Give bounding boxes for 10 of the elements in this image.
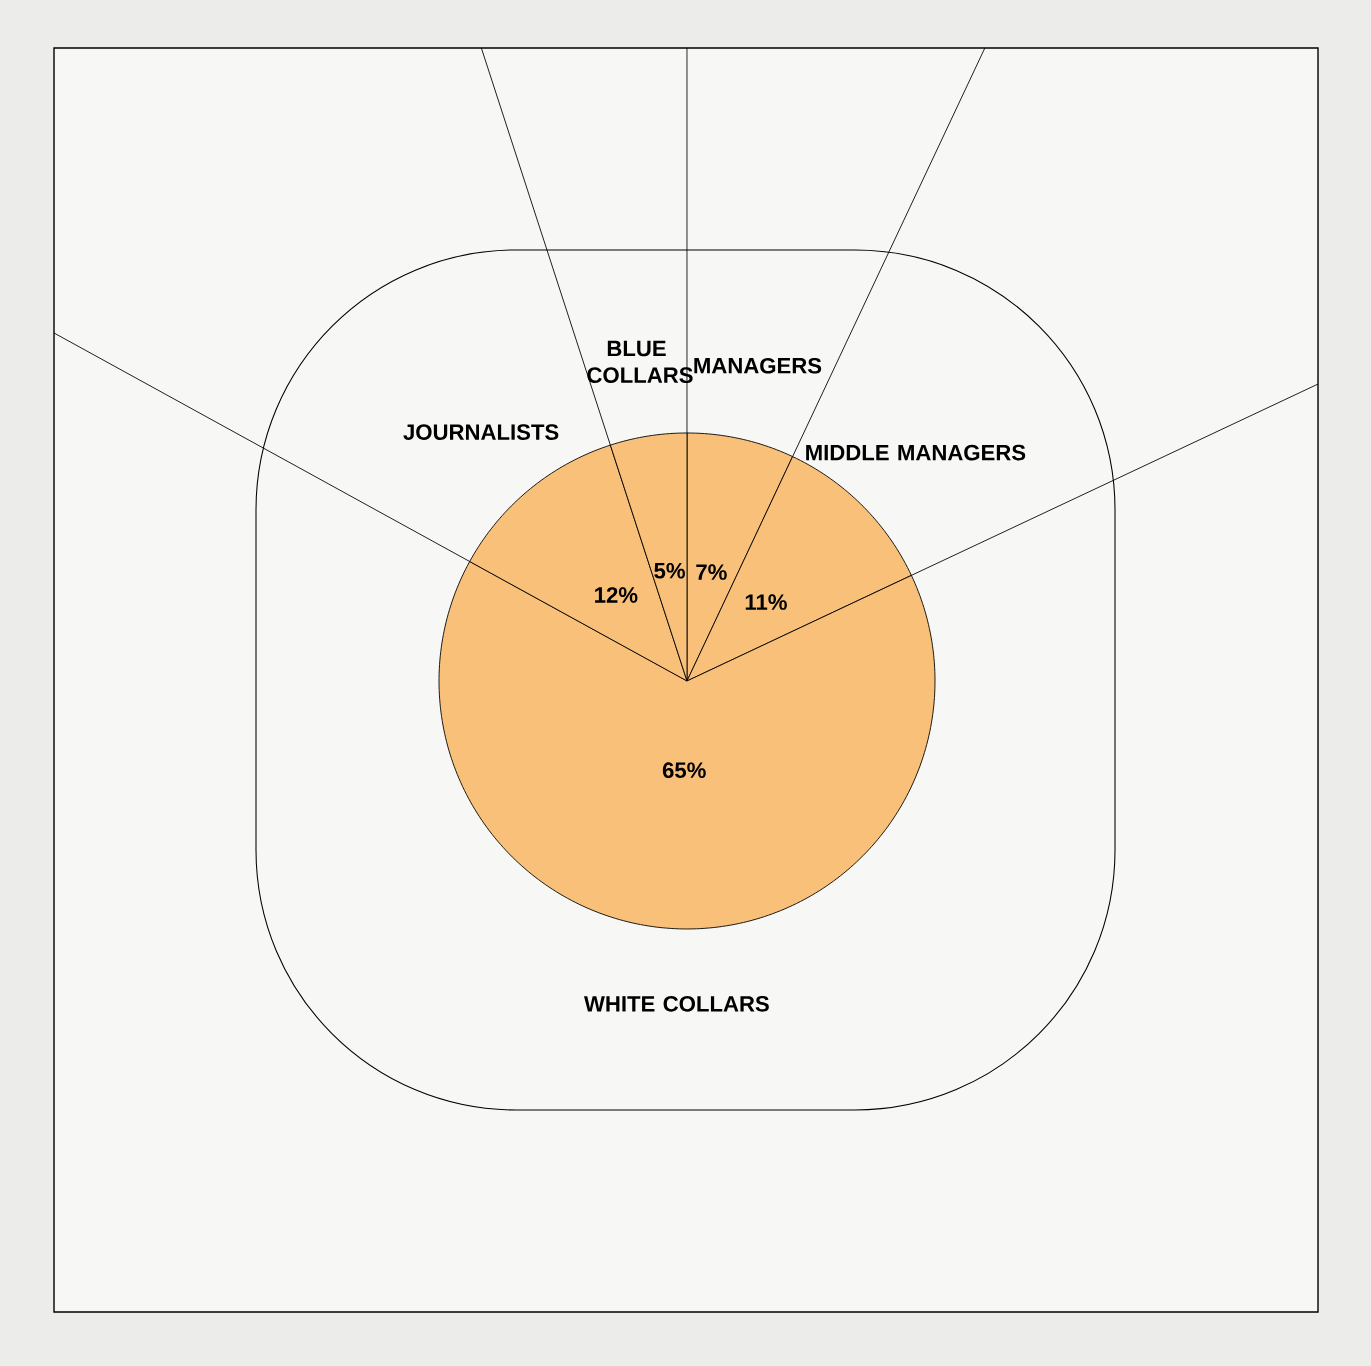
data-label: 12% xyxy=(595,587,638,603)
slice-label: BLUE COLLARS xyxy=(587,340,693,384)
slice-label: MANAGERS xyxy=(694,357,822,374)
slice-label: MIDDLE MANAGERS xyxy=(806,444,1026,461)
slice-label: WHITE COLLARS xyxy=(584,995,769,1012)
data-label: 7% xyxy=(696,564,727,580)
data-label: 11% xyxy=(745,594,787,610)
slice-label: JOURNALISTS xyxy=(403,424,559,440)
data-label: 5% xyxy=(654,562,685,579)
data-label: 65% xyxy=(662,762,706,779)
